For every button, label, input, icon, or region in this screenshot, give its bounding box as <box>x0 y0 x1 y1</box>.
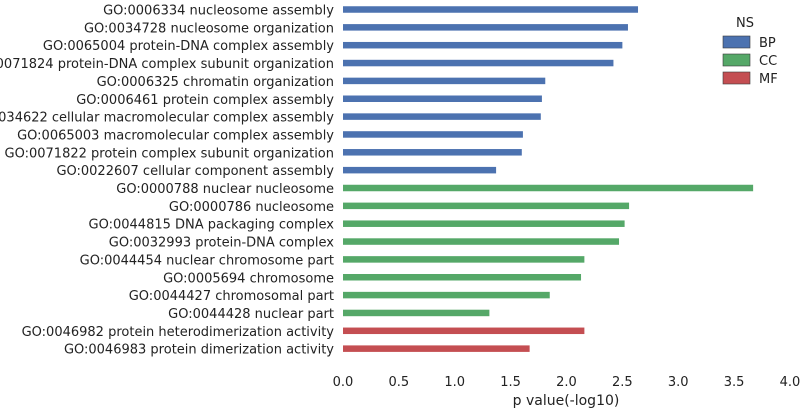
bar-bp-1 <box>343 24 628 31</box>
category-label: GO:0046982 protein heterodimerization ac… <box>22 325 335 340</box>
bar-cc-11 <box>343 202 630 210</box>
category-label: GO:0006461 protein complex assembly <box>76 93 334 108</box>
category-label: GO:0071824 protein-DNA complex subunit o… <box>0 57 334 72</box>
bar-cc-10 <box>343 184 754 192</box>
x-axis-label: p value(-log10) <box>513 393 620 409</box>
x-tick-label: 0.0 <box>333 375 354 390</box>
bar-bp-0 <box>343 6 639 13</box>
bar-bp-3 <box>343 59 614 67</box>
x-tick-label: 2.0 <box>556 375 577 390</box>
bar-bp-2 <box>343 41 623 49</box>
category-label: GO:0000786 nucleosome <box>169 200 334 215</box>
bar-bp-8 <box>343 149 522 156</box>
category-label: GO:0032993 protein-DNA complex <box>109 236 335 251</box>
x-tick-label: 1.0 <box>444 375 465 390</box>
legend: NS BP CC MF <box>722 16 778 87</box>
category-label: GO:0005694 chromosome <box>163 271 334 286</box>
legend-label-cc: CC <box>759 54 777 69</box>
bar-mf-19 <box>343 345 530 352</box>
x-tick-label: 2.5 <box>612 375 633 390</box>
legend-swatch-mf <box>722 71 751 85</box>
bar-bp-6 <box>343 113 541 120</box>
category-label: GO:0046983 protein dimerization activity <box>64 343 334 358</box>
bars-layer <box>343 6 754 352</box>
category-label: GO:0022607 cellular component assembly <box>56 164 334 179</box>
bar-cc-13 <box>343 238 620 245</box>
bar-mf-18 <box>343 327 585 335</box>
legend-swatch-bp <box>722 35 751 49</box>
x-tick-label: 4.0 <box>780 375 801 390</box>
x-tick-label: 3.0 <box>668 375 689 390</box>
category-label: GO:0044454 nuclear chromosome part <box>80 253 334 268</box>
x-tick-label: 1.5 <box>500 375 521 390</box>
bar-cc-16 <box>343 291 550 299</box>
bar-cc-14 <box>343 256 585 263</box>
bar-bp-9 <box>343 166 497 174</box>
legend-title: NS <box>736 16 754 31</box>
bar-cc-15 <box>343 274 582 281</box>
category-label: GO:0044428 nuclear part <box>168 307 334 322</box>
category-label: GO:0006325 chromatin organization <box>97 75 334 90</box>
x-tick-label: 3.5 <box>724 375 745 390</box>
legend-label-mf: MF <box>759 72 778 87</box>
category-label: GO:0065003 macromolecular complex assemb… <box>17 128 334 143</box>
bar-bp-7 <box>343 131 523 138</box>
legend-entries: BP CC MF <box>722 35 778 87</box>
category-label: GO:0071822 protein complex subunit organ… <box>5 146 334 161</box>
bar-cc-17 <box>343 309 490 317</box>
category-label: GO:0065004 protein-DNA complex assembly <box>43 39 334 54</box>
bar-bp-4 <box>343 77 546 85</box>
bar-bp-5 <box>343 95 542 102</box>
legend-swatch-cc <box>722 53 751 67</box>
category-label: GO:0044815 DNA packaging complex <box>89 218 335 233</box>
category-labels: GO:0006334 nucleosome assembly GO:0034728… <box>0 4 334 358</box>
x-axis-ticks: 0.0 0.5 1.0 1.5 2.0 2.5 3.0 3.5 4.0 <box>333 375 801 390</box>
category-label: GO:0000788 nuclear nucleosome <box>116 182 334 197</box>
category-label: GO:0034622 cellular macromolecular compl… <box>0 111 334 126</box>
bar-cc-12 <box>343 220 625 227</box>
x-tick-label: 0.5 <box>389 375 410 390</box>
category-label: GO:0006334 nucleosome assembly <box>103 4 334 19</box>
category-label: GO:0034728 nucleosome organization <box>84 21 334 36</box>
category-label: GO:0044427 chromosomal part <box>129 289 334 304</box>
legend-label-bp: BP <box>759 36 776 51</box>
